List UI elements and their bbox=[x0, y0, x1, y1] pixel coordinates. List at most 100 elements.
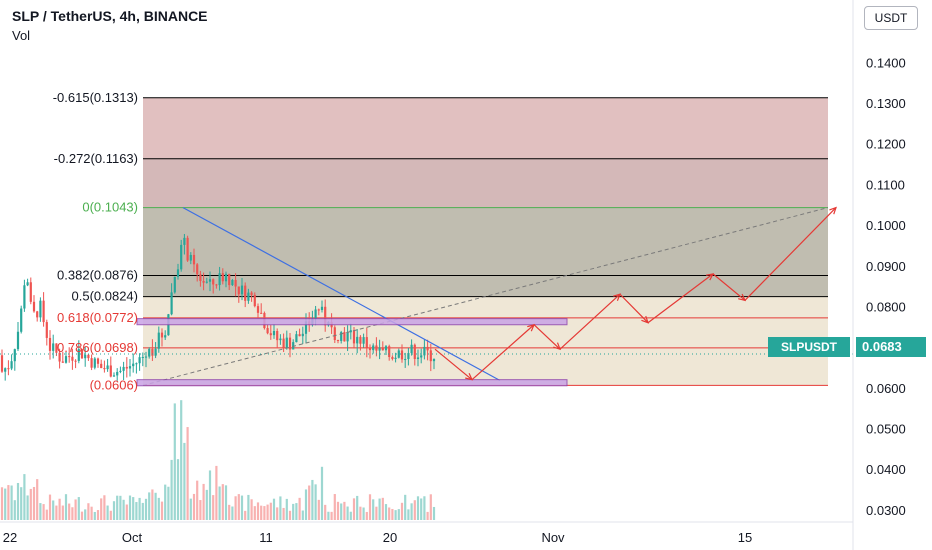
volume-bar-75 bbox=[240, 495, 244, 520]
candle-body-81 bbox=[260, 312, 263, 314]
candle-body-110 bbox=[352, 330, 356, 344]
candle-body-54 bbox=[173, 276, 176, 293]
volume-bar-67 bbox=[215, 465, 218, 520]
candle-body-26 bbox=[84, 354, 87, 359]
volume-bar-51 bbox=[164, 484, 167, 520]
volume-bar-13 bbox=[42, 504, 45, 520]
volume-indicator-label[interactable]: Vol bbox=[12, 28, 31, 43]
volume-bar-71 bbox=[228, 504, 231, 520]
volume-bar-12 bbox=[39, 503, 42, 520]
drawings bbox=[0, 206, 853, 387]
volume-bar-125 bbox=[400, 502, 404, 520]
volume-bar-69 bbox=[221, 484, 224, 520]
candle-body-9 bbox=[29, 282, 32, 302]
candle-body-41 bbox=[132, 363, 135, 367]
candle-body-27 bbox=[87, 354, 90, 359]
volume-bar-18 bbox=[58, 498, 61, 520]
volume-bar-100 bbox=[320, 466, 324, 520]
candle-body-123 bbox=[394, 357, 397, 359]
volume-bar-62 bbox=[199, 500, 202, 520]
candle-body-5 bbox=[16, 331, 20, 350]
candle-body-108 bbox=[346, 332, 349, 342]
candle-body-95 bbox=[304, 321, 308, 334]
candle-body-68 bbox=[218, 273, 221, 286]
candle-body-39 bbox=[125, 366, 128, 369]
candle-body-46 bbox=[148, 348, 151, 357]
volume-bar-28 bbox=[90, 506, 93, 520]
y-tick-3: 0.1100 bbox=[866, 177, 905, 192]
volume-bar-7 bbox=[23, 474, 26, 520]
volume-bar-57 bbox=[183, 442, 186, 520]
volume-bar-46 bbox=[148, 492, 151, 520]
volume-bar-40 bbox=[128, 495, 132, 520]
candle-body-132 bbox=[423, 346, 426, 356]
candle-body-114 bbox=[365, 337, 368, 348]
candle-body-62 bbox=[199, 274, 202, 281]
candle-body-61 bbox=[196, 264, 199, 275]
candle-body-72 bbox=[231, 279, 234, 286]
candle-body-111 bbox=[356, 336, 359, 344]
candle-body-3 bbox=[10, 361, 13, 369]
y-tick-8: 0.0600 bbox=[866, 381, 906, 396]
volume-bar-105 bbox=[336, 501, 340, 520]
projection-arrowhead-8 bbox=[829, 206, 837, 215]
volume-bar-87 bbox=[279, 496, 282, 520]
volume-bar-44 bbox=[141, 502, 144, 520]
candle-body-126 bbox=[404, 359, 407, 361]
volume-bar-90 bbox=[288, 510, 292, 520]
projection-segment-3 bbox=[619, 293, 649, 324]
volume-bar-65 bbox=[208, 470, 212, 520]
candle-body-60 bbox=[192, 254, 196, 265]
volume-bar-78 bbox=[250, 499, 253, 520]
volume-bar-135 bbox=[432, 506, 436, 520]
fib-label-0: -0.615(0.1313) bbox=[53, 90, 138, 105]
candle-body-76 bbox=[244, 285, 247, 301]
volume-bar-106 bbox=[340, 503, 343, 520]
volume-bar-20 bbox=[64, 494, 68, 520]
volume-bar-111 bbox=[356, 495, 359, 520]
volume-bar-1 bbox=[4, 488, 7, 520]
volume-bar-49 bbox=[157, 497, 160, 520]
candle-body-12 bbox=[39, 300, 42, 318]
fib-label-7: (0.0606) bbox=[90, 377, 138, 392]
candle-body-32 bbox=[103, 368, 106, 370]
volume-bar-124 bbox=[397, 509, 400, 520]
volume-bar-19 bbox=[61, 505, 64, 520]
currency-button[interactable]: USDT bbox=[864, 6, 918, 30]
candle-body-87 bbox=[279, 338, 282, 341]
candle-body-124 bbox=[397, 350, 400, 358]
volume-bar-55 bbox=[176, 459, 180, 520]
projection-segment-4 bbox=[647, 273, 714, 324]
candle-body-104 bbox=[333, 327, 336, 340]
candle-body-59 bbox=[189, 254, 192, 261]
volume-bar-21 bbox=[68, 503, 71, 520]
candle-body-51 bbox=[164, 335, 167, 338]
y-tick-1: 0.1300 bbox=[866, 96, 906, 111]
volume-bar-72 bbox=[231, 506, 234, 520]
volume-bar-30 bbox=[96, 510, 100, 520]
candle-body-36 bbox=[116, 371, 119, 376]
candle-body-118 bbox=[378, 347, 381, 351]
volume-bar-110 bbox=[352, 498, 356, 520]
volume-bar-4 bbox=[13, 500, 16, 520]
volume-bar-42 bbox=[135, 502, 138, 520]
volume-bar-48 bbox=[154, 492, 157, 520]
symbol-title: SLP / TetherUS, 4h, BINANCE bbox=[12, 8, 208, 24]
y-tick-6: 0.0800 bbox=[866, 299, 906, 314]
candle-body-122 bbox=[391, 357, 394, 359]
candle-body-17 bbox=[55, 343, 58, 353]
volume-bar-68 bbox=[218, 486, 221, 520]
volume-bar-14 bbox=[45, 509, 48, 520]
candle-body-35 bbox=[112, 375, 116, 377]
y-tick-5: 0.0900 bbox=[866, 259, 906, 274]
candle-body-83 bbox=[266, 328, 269, 334]
candle-body-14 bbox=[45, 322, 48, 338]
volume-bar-8 bbox=[26, 495, 29, 520]
candle-body-15 bbox=[48, 337, 52, 351]
volume-bar-25 bbox=[80, 511, 84, 520]
candle-body-113 bbox=[362, 337, 365, 344]
volume-bar-70 bbox=[224, 485, 228, 520]
candle-body-70 bbox=[224, 273, 228, 282]
